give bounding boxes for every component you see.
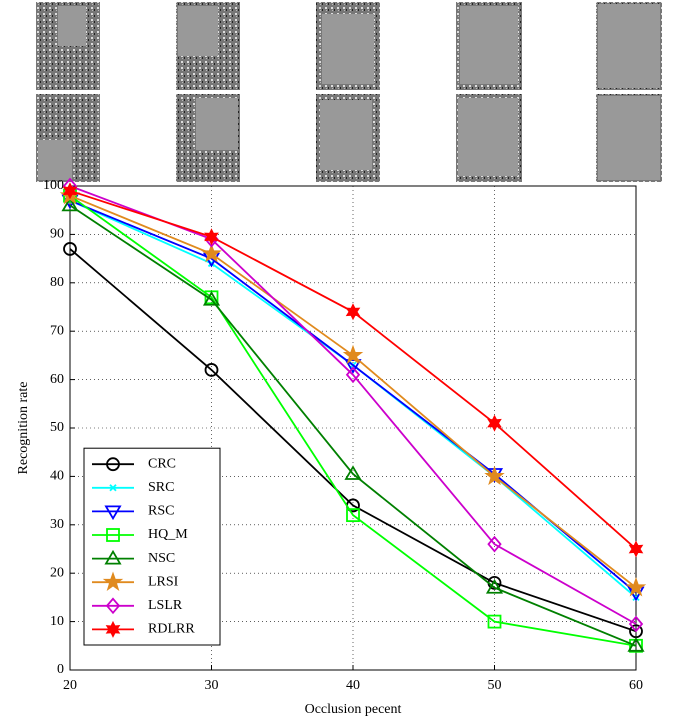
marker — [627, 637, 645, 652]
x-tick-label: 40 — [346, 678, 360, 693]
x-tick-label: 30 — [205, 678, 219, 693]
legend-marker — [104, 549, 122, 565]
y-tick-label: 100 — [43, 178, 64, 193]
legend-marker — [109, 484, 117, 492]
legend-marker — [106, 457, 120, 472]
series-line — [69, 204, 637, 647]
legend-label: RDLRR — [148, 622, 195, 637]
marker — [202, 290, 221, 306]
legend-label: HQ_M — [148, 527, 188, 542]
marker — [345, 366, 361, 384]
occlusion-patch — [598, 4, 660, 88]
y-tick-label: 70 — [50, 323, 64, 338]
legend-label: NSC — [148, 551, 175, 566]
y-axis-label: Recognition rate — [16, 382, 31, 475]
legend-box — [83, 447, 221, 646]
marker — [628, 540, 644, 558]
y-tick-label: 50 — [50, 420, 64, 435]
marker — [346, 508, 360, 523]
occlusion-patch — [196, 98, 238, 150]
marker — [201, 243, 222, 263]
legend-marker — [102, 571, 124, 591]
marker — [345, 303, 361, 321]
y-tick-label: 80 — [50, 275, 64, 290]
legend-marker — [104, 505, 122, 521]
occlusion-patch — [598, 96, 660, 180]
series-line — [69, 248, 637, 633]
y-tick-label: 20 — [50, 565, 64, 580]
legend-marker — [106, 528, 120, 542]
marker — [484, 465, 505, 486]
sample-images — [36, 2, 662, 182]
y-tick-label: 10 — [50, 614, 64, 629]
y-tick-label: 0 — [57, 662, 64, 677]
x-tick-label: 50 — [488, 678, 502, 693]
marker — [344, 465, 362, 480]
y-tick-label: 60 — [50, 372, 64, 387]
marker — [344, 359, 362, 374]
legend-marker — [105, 597, 121, 615]
occlusion-patch — [58, 6, 86, 46]
occlusion-patch — [460, 6, 518, 84]
legend: CRC SRC RSC HQ_M NSC LRSI LSLR RDLRR — [83, 447, 221, 646]
marker — [628, 615, 644, 633]
occlusion-patch — [322, 14, 374, 84]
marker — [62, 182, 78, 200]
marker — [63, 242, 77, 256]
x-tick-label: 60 — [629, 678, 643, 693]
y-tick-label: 30 — [50, 517, 64, 532]
legend-marker — [105, 620, 121, 638]
marker — [342, 344, 364, 365]
marker — [61, 196, 79, 212]
y-tick-label: 40 — [50, 469, 64, 484]
legend-label: LRSI — [148, 574, 179, 589]
occlusion-patch — [458, 98, 518, 176]
marker — [204, 228, 219, 246]
occlusion-patch — [178, 6, 218, 56]
occlusion-patch — [38, 140, 72, 180]
x-tick-label: 20 — [63, 678, 77, 693]
marker — [487, 414, 502, 432]
legend-label: CRC — [148, 456, 176, 471]
plot-frame — [69, 185, 637, 671]
series-line — [69, 194, 637, 647]
marker — [485, 578, 504, 594]
marker — [625, 576, 647, 597]
legend-label: SRC — [148, 480, 174, 495]
marker — [204, 363, 219, 377]
legend-label: LSLR — [148, 598, 183, 613]
legend-label: RSC — [148, 504, 174, 519]
marker — [487, 535, 502, 553]
occlusion-patch — [320, 100, 372, 170]
y-tick-label: 90 — [50, 227, 64, 242]
marker — [487, 614, 502, 629]
x-axis-label: Occlusion pecent — [305, 702, 402, 717]
